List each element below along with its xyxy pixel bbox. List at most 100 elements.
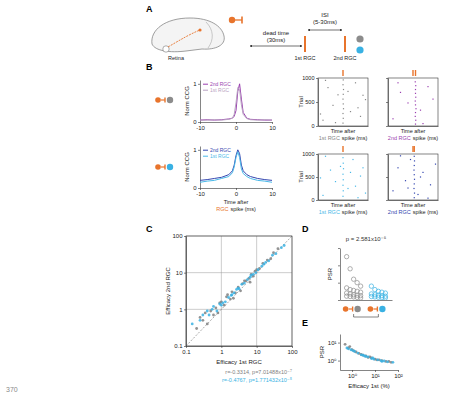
identity-line [186, 236, 292, 346]
series-line [200, 84, 272, 120]
spike-bar [344, 36, 346, 52]
tick-mark [184, 309, 186, 310]
point [343, 108, 344, 109]
tick-label: 10⁰ [327, 358, 337, 364]
significance-bracket [354, 314, 379, 317]
tick: 0 [311, 197, 318, 203]
spike-bar [304, 36, 306, 52]
tick-mark [316, 78, 318, 79]
plot-area [186, 236, 292, 346]
point [342, 196, 343, 197]
y-axis: 01 [193, 147, 200, 192]
tick-mark [316, 177, 318, 178]
point [362, 354, 365, 357]
panel-label: A [146, 4, 153, 14]
pair-icon [155, 164, 173, 170]
legend-label: 1st RGC [210, 153, 230, 159]
chart-line: -10010012nd RGC1st RGCNorm CCGTime after… [184, 147, 276, 213]
point [257, 268, 260, 271]
x-axis: 0.1110100 [182, 346, 298, 355]
tick: 0 [193, 119, 200, 125]
tick-mark [338, 248, 340, 249]
tick [386, 154, 388, 155]
tick-label: 10 [176, 270, 183, 276]
panel-label: C [146, 224, 153, 234]
point [191, 323, 194, 326]
tick-mark [338, 361, 340, 362]
point [212, 305, 215, 308]
axis-title: Trial [298, 96, 304, 107]
axis-title: Time after [401, 202, 426, 208]
icon-target-cell [354, 306, 360, 312]
tick-mark [386, 154, 388, 155]
point [269, 257, 272, 260]
tick: 0.1 [174, 343, 186, 349]
point [381, 360, 384, 363]
point [343, 179, 344, 180]
tick: 1000 [302, 151, 318, 157]
legend-label: 1st RGC [210, 87, 230, 93]
point [415, 104, 416, 105]
point [212, 314, 215, 317]
point [283, 244, 286, 247]
tick [338, 300, 340, 301]
tick-mark [386, 102, 388, 103]
point [343, 163, 344, 164]
point [414, 193, 415, 194]
tick: 10² [394, 370, 403, 379]
point [348, 267, 352, 271]
point [435, 164, 436, 165]
tick: 0.1 [182, 346, 191, 355]
plot-area [344, 254, 387, 300]
tick-mark [236, 188, 237, 190]
tick: 10⁰ [327, 358, 340, 364]
icon-synapse [377, 307, 378, 312]
legend-swatch [203, 84, 208, 85]
tick-mark [386, 126, 388, 127]
panel-label: D [302, 224, 309, 234]
y-axis [386, 155, 389, 201]
tick-label: 0 [235, 125, 239, 131]
point [413, 188, 414, 189]
tick: -10 [196, 188, 205, 197]
point [343, 168, 344, 169]
series-line [200, 88, 272, 120]
tick: 10⁰ [348, 370, 358, 379]
tick-label: 1 [179, 307, 183, 313]
tick: -10 [196, 122, 205, 131]
tick-label: 1000 [302, 75, 314, 81]
tick: 1 [193, 147, 200, 153]
point [343, 190, 344, 191]
tick-mark [316, 200, 318, 201]
axis-title-part: 1st RGC [319, 209, 340, 215]
tick-label: 100 [287, 349, 298, 355]
tick-label: 10¹ [371, 373, 380, 379]
point [274, 252, 277, 255]
y-axis: 05001000 [302, 75, 318, 129]
point [415, 112, 416, 113]
point [410, 159, 411, 160]
point [414, 160, 415, 161]
point [355, 186, 356, 187]
axis-title-part: spike (ms) [342, 135, 368, 141]
point [322, 195, 323, 196]
cell-gray [356, 35, 363, 42]
point [414, 179, 415, 180]
legend: 2nd RGC1st RGC [203, 147, 231, 159]
point [231, 293, 234, 296]
point [267, 259, 270, 262]
point [199, 316, 202, 319]
point [432, 99, 433, 100]
point [342, 84, 343, 85]
point [351, 277, 355, 281]
point [358, 296, 362, 300]
chart-raster: 05001000TrialTime after1st RGCspike (ms) [298, 146, 369, 215]
tick: 0 [235, 122, 239, 131]
tick-label: 10 [254, 349, 261, 355]
point [386, 360, 389, 363]
point [357, 197, 358, 198]
plot-frame [388, 154, 438, 200]
chart-raster: Time after2nd RGCspike (ms) [386, 70, 439, 141]
point [254, 271, 257, 274]
point [400, 155, 401, 156]
